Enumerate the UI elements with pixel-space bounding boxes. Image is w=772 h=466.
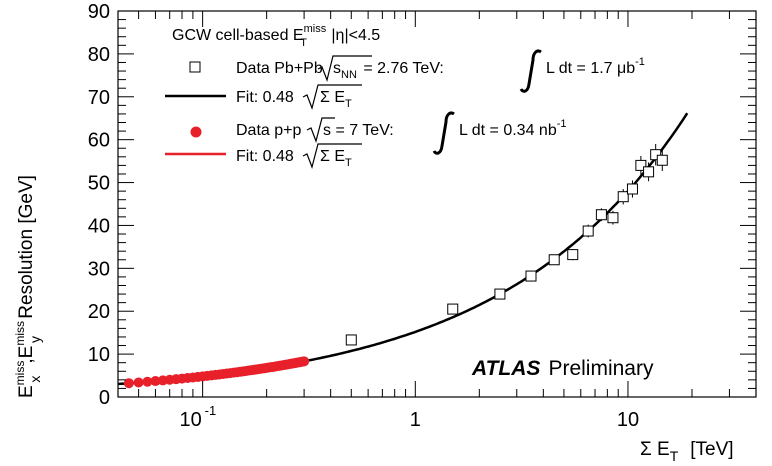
pp-data-point — [150, 376, 161, 387]
y-axis-title: Emissx,Emissy Resolution [GeV] — [13, 175, 43, 398]
legend-pbpb-sqrt-text: sNN = 2.76 TeV: — [333, 60, 444, 81]
y-title-sep: , — [16, 358, 37, 363]
legend: Data Pb+Pb sNN = 2.76 TeV: L dt = 1.7 μb… — [165, 49, 645, 169]
pbpb-data-point — [650, 149, 662, 161]
legend-text-fit-black: Fit: 0.48 — [236, 89, 294, 106]
pbpb-data-point — [626, 183, 638, 195]
legend-fit-red-sqrt-sub: T — [345, 157, 352, 169]
y-tick-label: 40 — [88, 215, 110, 237]
x-tick-label: 10 — [180, 409, 202, 431]
legend-fit-black-sqrt-text: Σ ET — [320, 89, 352, 110]
y-tick-label: 70 — [88, 87, 110, 109]
y-tick-label: 30 — [88, 258, 110, 280]
legend-text-pbpb: Data Pb+Pb — [236, 60, 323, 77]
x-title-unit: [TeV] — [690, 439, 733, 460]
header-sup: miss — [304, 23, 327, 35]
pp-data-point — [299, 356, 310, 367]
y-tick-label: 0 — [99, 387, 110, 409]
legend-text-fit-red: Fit: 0.48 — [236, 148, 294, 165]
legend-marker-pbpb — [189, 61, 201, 73]
x-title-sub: T — [670, 448, 679, 464]
y-title-ex: E — [16, 385, 37, 398]
legend-pp-integral-sign — [432, 111, 455, 155]
atlas-bold: ATLAS — [471, 357, 540, 380]
pbpb-data-point — [567, 249, 579, 261]
legend-fit-black-sqrt-sub: T — [345, 98, 352, 110]
legend-fit-black-sqrt-arg: Σ E — [320, 89, 345, 106]
legend-pp-pre: Data p+p — [236, 122, 301, 139]
legend-fit-red-sqrt-arg: Σ E — [320, 148, 345, 165]
pp-data-point — [123, 378, 134, 389]
y-title-ey: E — [16, 346, 37, 359]
legend-fit-red-sqrt-sign — [302, 143, 362, 169]
legend-pbpb-sqrt-arg: s — [333, 60, 341, 77]
plot-area — [117, 112, 689, 389]
legend-pbpb-sqrt-sub: NN — [341, 69, 357, 81]
header-sub: T — [300, 37, 307, 49]
legend-fit-red-pre: Fit: 0.48 — [236, 148, 294, 165]
legend-pp-lumi-exp: -1 — [557, 118, 567, 130]
pp-data-point — [142, 376, 153, 387]
y-title-ey-sub: y — [27, 336, 43, 343]
legend-pp-lumi-pre: L dt = 0.34 — [459, 122, 539, 139]
legend-pbpb-lumi-pre: L dt = 1.7 — [546, 60, 617, 77]
pp-data-point — [133, 377, 144, 388]
legend-pbpb-lumi: L dt = 1.7 μb-1 — [546, 56, 645, 77]
y-title-rest: Resolution [GeV] — [16, 175, 37, 324]
y-tick-label: 10 — [88, 344, 110, 366]
legend-pp-lumi: L dt = 0.34 nb-1 — [459, 118, 567, 139]
y-title-ex-sub: x — [27, 376, 43, 383]
legend-fit-black-pre: Fit: 0.48 — [236, 89, 294, 106]
pbpb-data-point — [617, 191, 629, 203]
pbpb-data-point — [635, 159, 647, 171]
pbpb-data-point — [643, 166, 655, 178]
y-tick-label: 60 — [88, 130, 110, 152]
atlas-label: ATLAS Preliminary — [471, 357, 654, 380]
atlas-rest: Preliminary — [548, 357, 654, 380]
legend-pp-sqrt-arg: s — [323, 122, 331, 139]
legend-pbpb-sqrt-sign — [317, 55, 372, 82]
header-post: |η|<4.5 — [327, 27, 380, 44]
legend-pbpb-pre: Data Pb+Pb — [236, 60, 323, 77]
x-tick-label-exponent: -1 — [205, 403, 217, 418]
legend-pbpb-lumi-unit: μb — [617, 60, 635, 77]
x-title-sigma: Σ E — [640, 439, 670, 460]
y-tick-label: 90 — [88, 1, 110, 23]
legend-pbpb-lumi-exp: -1 — [635, 56, 645, 68]
legend-pp-lumi-unit: nb — [539, 122, 557, 139]
y-tick-label: 20 — [88, 301, 110, 323]
legend-fit-red-sqrt-text: Σ ET — [320, 148, 352, 169]
legend-pp-mid: = 7 TeV: — [331, 122, 394, 139]
y-tick-label: 80 — [88, 44, 110, 66]
pbpb-data-point — [548, 254, 560, 266]
x-axis-title: Σ ET [TeV] — [640, 439, 734, 464]
y-tick-label: 50 — [88, 173, 110, 195]
pbpb-data-point — [582, 225, 594, 237]
legend-marker-pp — [190, 126, 202, 138]
x-tick-label: 1 — [410, 409, 421, 431]
pbpb-data-point — [345, 334, 357, 346]
y-title-ex-sup: miss — [13, 361, 27, 386]
pbpb-data-point — [656, 154, 668, 166]
pbpb-data-point — [607, 212, 619, 224]
y-title-ey-sup: miss — [13, 321, 27, 346]
legend-pp-sqrt-sign — [306, 117, 335, 143]
legend-pp-sqrt-text: s = 7 TeV: — [323, 122, 394, 139]
pbpb-data-point — [494, 288, 506, 300]
legend-pbpb-integral-sign — [519, 49, 542, 93]
pbpb-data-point — [447, 303, 459, 315]
chart-header: GCW cell-based Emiss T |η|<4.5 — [172, 23, 380, 49]
legend-fit-black-sqrt-sign — [302, 84, 362, 110]
x-tick-label: 10 — [617, 409, 639, 431]
plot-frame — [117, 10, 757, 398]
pbpb-data-point — [595, 209, 607, 221]
legend-pbpb-mid: = 2.76 TeV: — [359, 60, 444, 77]
header-pre: GCW cell-based E — [172, 27, 304, 44]
legend-text-pp: Data p+p — [236, 122, 301, 139]
pbpb-data-point — [525, 270, 537, 282]
